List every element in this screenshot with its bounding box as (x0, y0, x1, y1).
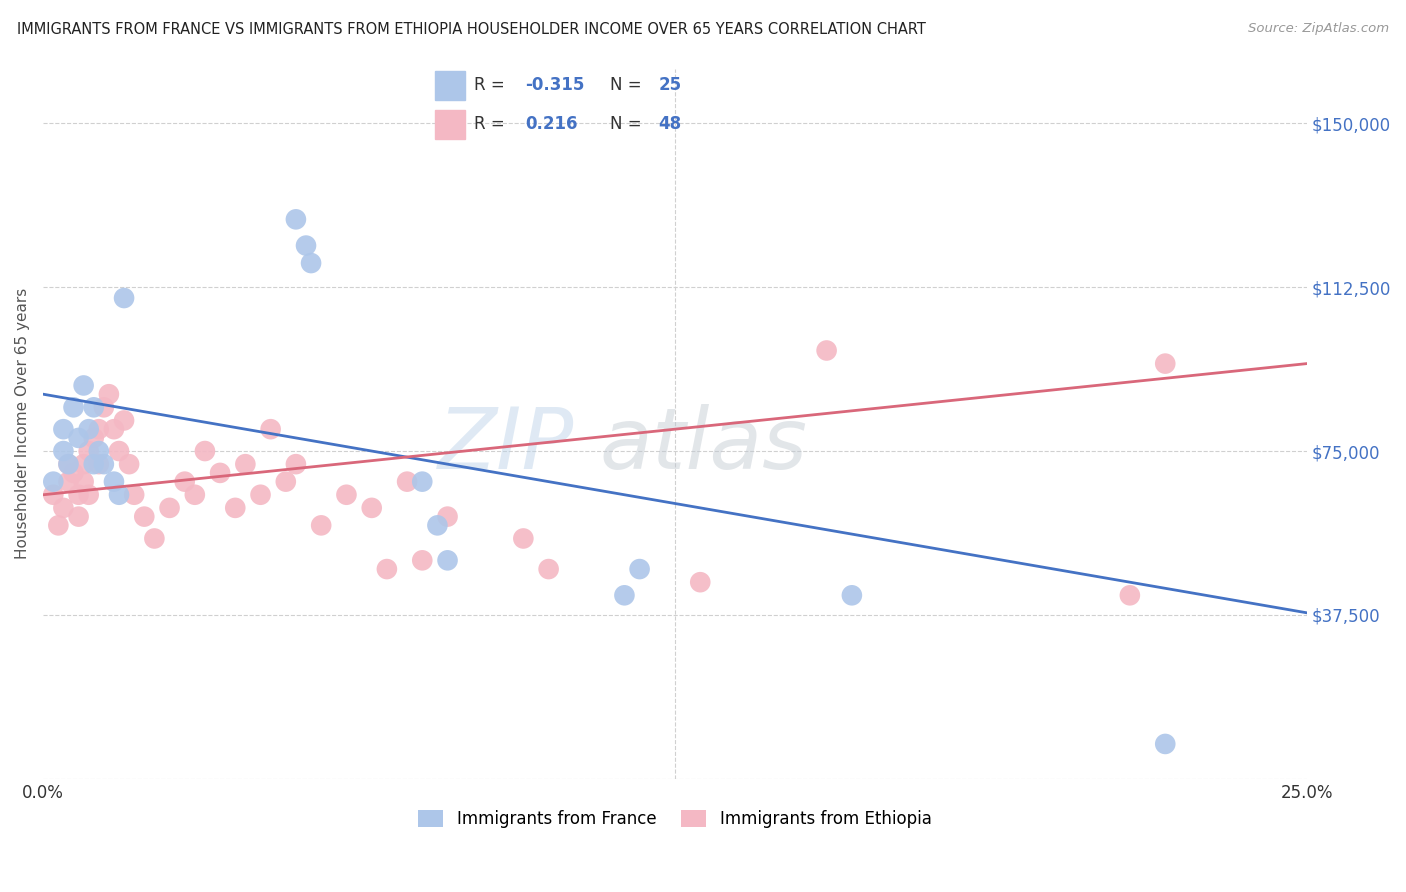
Point (67, 509, 90, 524)
Text: 48: 48 (658, 115, 682, 133)
Point (841, 588, 863, 602)
Point (87, 457, 110, 471)
Text: Source: ZipAtlas.com: Source: ZipAtlas.com (1249, 22, 1389, 36)
Point (173, 475, 195, 489)
Point (67, 488, 90, 502)
Point (184, 488, 207, 502)
Bar (434, 71, 465, 100)
Text: 25: 25 (658, 77, 682, 95)
Point (103, 422, 125, 436)
Point (259, 422, 281, 436)
Text: -0.315: -0.315 (526, 77, 585, 95)
Point (58, 475, 80, 489)
Point (411, 553, 433, 567)
Point (284, 457, 307, 471)
Point (58, 457, 80, 471)
Point (62, 401, 84, 415)
Point (77, 422, 100, 436)
Point (628, 562, 651, 576)
Text: R =: R = (474, 77, 510, 95)
Point (77, 488, 100, 502)
Point (1154, 357, 1177, 371)
Point (235, 457, 257, 471)
Point (194, 444, 217, 458)
Point (159, 500, 181, 515)
Point (360, 500, 382, 515)
Point (295, 238, 318, 252)
Point (87, 444, 110, 458)
Point (249, 488, 271, 502)
Point (87, 422, 110, 436)
Point (93, 401, 115, 415)
Point (103, 475, 125, 489)
Point (284, 212, 307, 227)
Point (436, 509, 458, 524)
Point (689, 575, 711, 590)
Point (42, 475, 65, 489)
Text: N =: N = (610, 77, 647, 95)
Bar (434, 110, 465, 139)
Point (42, 488, 65, 502)
Point (396, 475, 419, 489)
Text: IMMIGRANTS FROM FRANCE VS IMMIGRANTS FROM ETHIOPIA HOUSEHOLDER INCOME OVER 65 YE: IMMIGRANTS FROM FRANCE VS IMMIGRANTS FRO… (17, 22, 925, 37)
Point (62, 466, 84, 480)
Text: R =: R = (474, 115, 516, 133)
Point (375, 562, 398, 576)
Point (274, 475, 297, 489)
Point (411, 475, 433, 489)
Legend: Immigrants from France, Immigrants from Ethiopia: Immigrants from France, Immigrants from … (412, 803, 938, 835)
Point (335, 488, 357, 502)
Point (815, 343, 838, 358)
Point (143, 532, 166, 546)
Point (97, 387, 120, 401)
Point (537, 562, 560, 576)
Point (426, 518, 449, 533)
Point (52, 444, 75, 458)
Point (122, 488, 145, 502)
Point (118, 457, 141, 471)
Point (112, 413, 135, 427)
Text: 0.216: 0.216 (526, 115, 578, 133)
Point (67, 431, 90, 445)
Point (134, 509, 156, 524)
Point (83, 431, 105, 445)
Point (112, 291, 135, 305)
Text: N =: N = (610, 115, 647, 133)
Point (93, 457, 115, 471)
Point (1119, 588, 1142, 602)
Point (72, 378, 94, 392)
Point (299, 256, 322, 270)
Point (72, 457, 94, 471)
Point (83, 401, 105, 415)
Point (613, 588, 636, 602)
Point (58, 457, 80, 471)
Point (436, 553, 458, 567)
Y-axis label: Householder Income Over 65 years: Householder Income Over 65 years (15, 288, 30, 559)
Point (108, 444, 131, 458)
Point (52, 500, 75, 515)
Point (72, 475, 94, 489)
Text: ZIP: ZIP (437, 403, 574, 486)
Point (224, 500, 246, 515)
Point (108, 488, 131, 502)
Point (83, 457, 105, 471)
Point (52, 422, 75, 436)
Text: atlas: atlas (599, 403, 807, 486)
Point (1154, 737, 1177, 751)
Point (309, 518, 332, 533)
Point (48, 518, 70, 533)
Point (77, 444, 100, 458)
Point (209, 466, 232, 480)
Point (512, 532, 534, 546)
